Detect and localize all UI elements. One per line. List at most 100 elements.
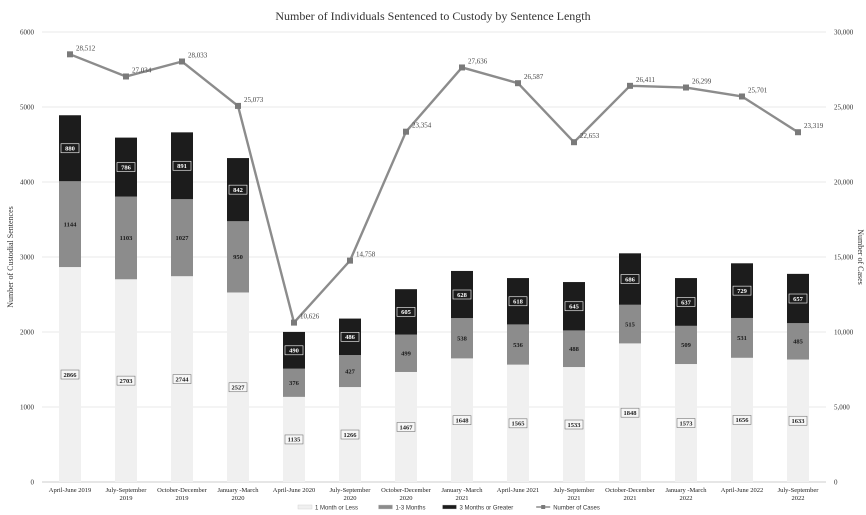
x-tick-label: October-December bbox=[157, 487, 208, 494]
y-axis-ticks: 0 1000 2000 3000 4000 5000 6000 bbox=[20, 29, 35, 487]
data-label-box bbox=[228, 184, 248, 195]
x-tick-label: October-December bbox=[605, 487, 656, 494]
bar-data-label: 376 bbox=[289, 380, 300, 387]
bar-data-label: 427 bbox=[345, 368, 356, 375]
cases-line: 28,512 27,034 28,033 25,073 10,626 14,758 23,3… bbox=[67, 44, 824, 326]
cases-line-label: 25,073 bbox=[244, 96, 264, 104]
data-label-box bbox=[732, 415, 752, 425]
x-tick-label: April-June 2020 bbox=[273, 487, 315, 494]
data-label-box bbox=[508, 418, 528, 429]
y-tick-label: 1000 bbox=[20, 404, 35, 412]
x-tick-label: January -March bbox=[218, 487, 260, 494]
x-tick-label: 2021 bbox=[624, 495, 637, 502]
x-tick-label: 2022 bbox=[792, 495, 805, 502]
data-label-box bbox=[396, 422, 416, 432]
x-tick-label: April-June 2021 bbox=[497, 487, 539, 494]
cases-line-point bbox=[515, 80, 521, 87]
data-label-box bbox=[116, 375, 136, 386]
bar-data-label: 686 bbox=[625, 276, 636, 283]
bar-data-label: 490 bbox=[289, 348, 299, 355]
y-tick-label: 5000 bbox=[20, 104, 35, 112]
y-tick-label: 2000 bbox=[20, 329, 35, 337]
cases-line-label: 22,653 bbox=[580, 132, 600, 140]
y2-tick-label: 20,000 bbox=[834, 179, 854, 187]
bar-data-label: 628 bbox=[457, 292, 468, 299]
bar-segment-1-3-months bbox=[507, 324, 529, 365]
x-tick-label: 2020 bbox=[400, 495, 413, 502]
cases-line-label: 10,626 bbox=[300, 313, 320, 321]
y-tick-label: 6000 bbox=[20, 29, 35, 37]
bar-data-label: 2527 bbox=[232, 385, 246, 392]
bar-segment-1-3-months bbox=[787, 323, 809, 360]
bar-data-label: 499 bbox=[401, 351, 412, 358]
data-label-box bbox=[564, 419, 584, 430]
data-label-box bbox=[340, 331, 360, 342]
bar-segment-1-3-months bbox=[619, 304, 641, 344]
cases-line-label: 25,701 bbox=[748, 86, 768, 94]
bar-data-label: 1467 bbox=[400, 424, 414, 431]
bar-data-label: 1135 bbox=[288, 437, 301, 444]
data-label-box bbox=[60, 143, 80, 154]
data-label-box bbox=[116, 162, 136, 172]
cases-line-label: 23,354 bbox=[412, 122, 432, 130]
cases-line-path bbox=[69, 53, 799, 324]
x-tick-label: July-September bbox=[106, 487, 148, 494]
data-label-box bbox=[172, 160, 192, 171]
cases-line-point bbox=[571, 139, 577, 146]
legend: 1 Month or Less 1-3 Months 3 Months or Gre… bbox=[297, 504, 600, 512]
data-label-box bbox=[788, 293, 808, 304]
cases-line-label: 27,034 bbox=[132, 66, 152, 74]
x-tick-label: July-September bbox=[330, 487, 372, 494]
legend-swatch bbox=[378, 504, 393, 510]
y2-axis-ticks: 0 5,000 10,000 15,000 20,000 25,000 30,000 bbox=[834, 29, 854, 487]
bar-data-label: 538 bbox=[457, 336, 468, 343]
bar-segment-1-3-months bbox=[395, 334, 417, 372]
data-label-box bbox=[620, 407, 640, 418]
bar-data-label: 2703 bbox=[120, 378, 134, 385]
y2-tick-label: 5,000 bbox=[834, 404, 850, 412]
bar-segment-1-3-months bbox=[563, 330, 585, 368]
x-tick-label: January -March bbox=[442, 487, 484, 494]
cases-line-label: 14,758 bbox=[356, 251, 376, 259]
x-tick-label: July-September bbox=[554, 487, 596, 494]
bar-data-label: 1266 bbox=[344, 432, 358, 439]
data-label-box bbox=[284, 345, 304, 356]
bar-data-label: 515 bbox=[625, 321, 636, 328]
bar-data-label: 1144 bbox=[64, 221, 77, 228]
bar-data-label: 536 bbox=[513, 342, 524, 349]
bar-data-label: 488 bbox=[569, 346, 580, 353]
bar-data-label: 891 bbox=[177, 163, 187, 170]
y2-tick-label: 30,000 bbox=[834, 29, 854, 37]
bar-data-label: 605 bbox=[401, 309, 412, 316]
data-label-box bbox=[172, 374, 192, 384]
cases-line-point bbox=[627, 82, 633, 89]
data-label-box bbox=[732, 285, 752, 296]
x-tick-label: 2019 bbox=[120, 495, 133, 502]
bar-data-label: 880 bbox=[65, 146, 75, 153]
cases-line-label: 28,512 bbox=[76, 44, 96, 52]
bar-segment-1-3-months bbox=[675, 325, 697, 365]
x-tick-label: April-June 2022 bbox=[721, 487, 763, 494]
bar-data-label: 1533 bbox=[568, 422, 582, 429]
data-label-box bbox=[396, 307, 416, 317]
bar-data-label: 486 bbox=[345, 334, 356, 341]
legend-label: Number of Cases bbox=[553, 506, 600, 512]
bar-data-label: 485 bbox=[793, 339, 804, 346]
bar-data-label: 786 bbox=[121, 164, 132, 171]
y-tick-label: 4000 bbox=[20, 179, 35, 187]
bar-data-label: 1648 bbox=[456, 418, 470, 425]
cases-line-point bbox=[291, 319, 297, 326]
y-tick-label: 0 bbox=[31, 479, 35, 487]
legend-swatch bbox=[442, 504, 457, 510]
bar-data-label: 2866 bbox=[64, 372, 78, 379]
bar-data-label: 657 bbox=[793, 296, 804, 303]
cases-line-point bbox=[67, 51, 73, 58]
bar-segment-1-3-months bbox=[59, 181, 81, 268]
data-label-box bbox=[676, 297, 696, 307]
legend-line-marker bbox=[541, 505, 546, 509]
legend-label: 1 Month or Less bbox=[315, 506, 358, 512]
legend-swatch bbox=[297, 504, 313, 510]
data-label-box bbox=[788, 415, 808, 426]
data-label-box bbox=[564, 301, 584, 312]
